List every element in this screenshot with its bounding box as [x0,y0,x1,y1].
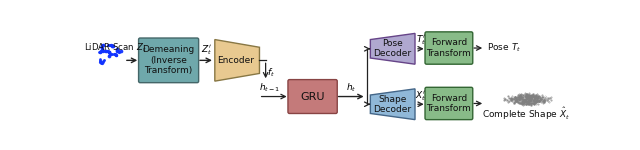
Text: $Z_t'$: $Z_t'$ [201,44,212,57]
Text: $T_t'$: $T_t'$ [416,34,426,47]
FancyBboxPatch shape [139,38,198,83]
Text: GRU: GRU [300,92,325,102]
Text: Encoder: Encoder [218,56,254,65]
Text: Forward
Transform: Forward Transform [426,94,471,113]
Polygon shape [215,40,259,81]
Text: $h_t$: $h_t$ [346,82,356,94]
Text: Pose $T_t$: Pose $T_t$ [486,42,521,54]
Text: LiDAR Scan $Z_t$: LiDAR Scan $Z_t$ [84,41,147,54]
Text: Shape
Decoder: Shape Decoder [374,94,412,114]
Text: $h_{t-1}$: $h_{t-1}$ [259,82,280,94]
FancyBboxPatch shape [288,80,337,114]
FancyBboxPatch shape [425,32,473,64]
Text: $f_t$: $f_t$ [267,66,275,79]
Polygon shape [371,33,415,64]
FancyBboxPatch shape [425,87,473,120]
Polygon shape [371,89,415,120]
Text: Complete Shape $\hat{X}_t$: Complete Shape $\hat{X}_t$ [482,105,570,122]
Text: Pose
Decoder: Pose Decoder [374,39,412,58]
Text: $X_t'$: $X_t'$ [415,89,426,103]
Text: Forward
Transform: Forward Transform [426,38,471,58]
Text: Demeaning
(Inverse
Transform): Demeaning (Inverse Transform) [143,45,195,75]
